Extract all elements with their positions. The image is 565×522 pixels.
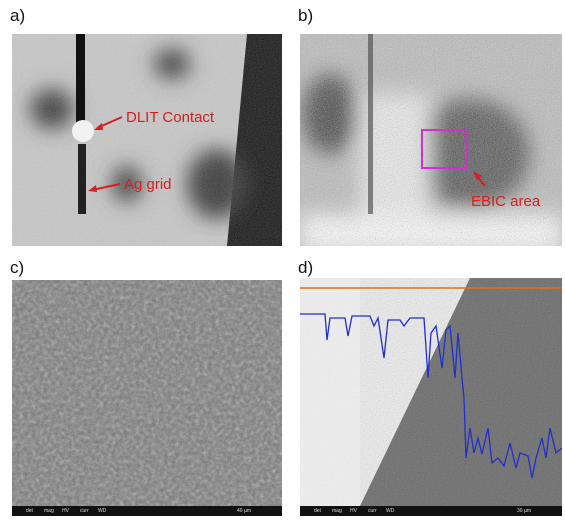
info-field: HV — [62, 508, 70, 514]
annotation: EBIC area — [471, 193, 541, 210]
sem-image: det mag HV curr WD 40 µm — [12, 280, 282, 516]
info-field: curr — [368, 508, 377, 514]
info-field: mag — [44, 508, 54, 514]
figure: a) b) c) d) DLIT Contact Ag grid — [0, 0, 565, 522]
info-field: det — [314, 508, 322, 514]
info-field: HV — [350, 508, 358, 514]
dlit-image: DLIT Contact Ag grid — [12, 34, 282, 246]
info-bar: det mag HV curr WD 40 µm — [12, 506, 282, 516]
panel-label: d) — [298, 258, 313, 278]
info-field: det — [26, 508, 34, 514]
ebic-image: EBIC area — [300, 34, 562, 246]
scale-label: 30 µm — [517, 508, 531, 514]
scale-label: 40 µm — [237, 508, 251, 514]
info-field: curr — [80, 508, 89, 514]
info-field: WD — [386, 508, 395, 514]
annotation: Ag grid — [124, 176, 172, 193]
panel-label: a) — [10, 6, 25, 26]
annotation: DLIT Contact — [126, 109, 215, 126]
info-field: WD — [98, 508, 107, 514]
info-bar: det mag HV curr WD 30 µm — [300, 506, 562, 516]
panel-label: c) — [10, 258, 24, 278]
info-field: mag — [332, 508, 342, 514]
sem-profile-image: det mag HV curr WD 30 µm — [300, 278, 562, 516]
panel-label: b) — [298, 6, 313, 26]
